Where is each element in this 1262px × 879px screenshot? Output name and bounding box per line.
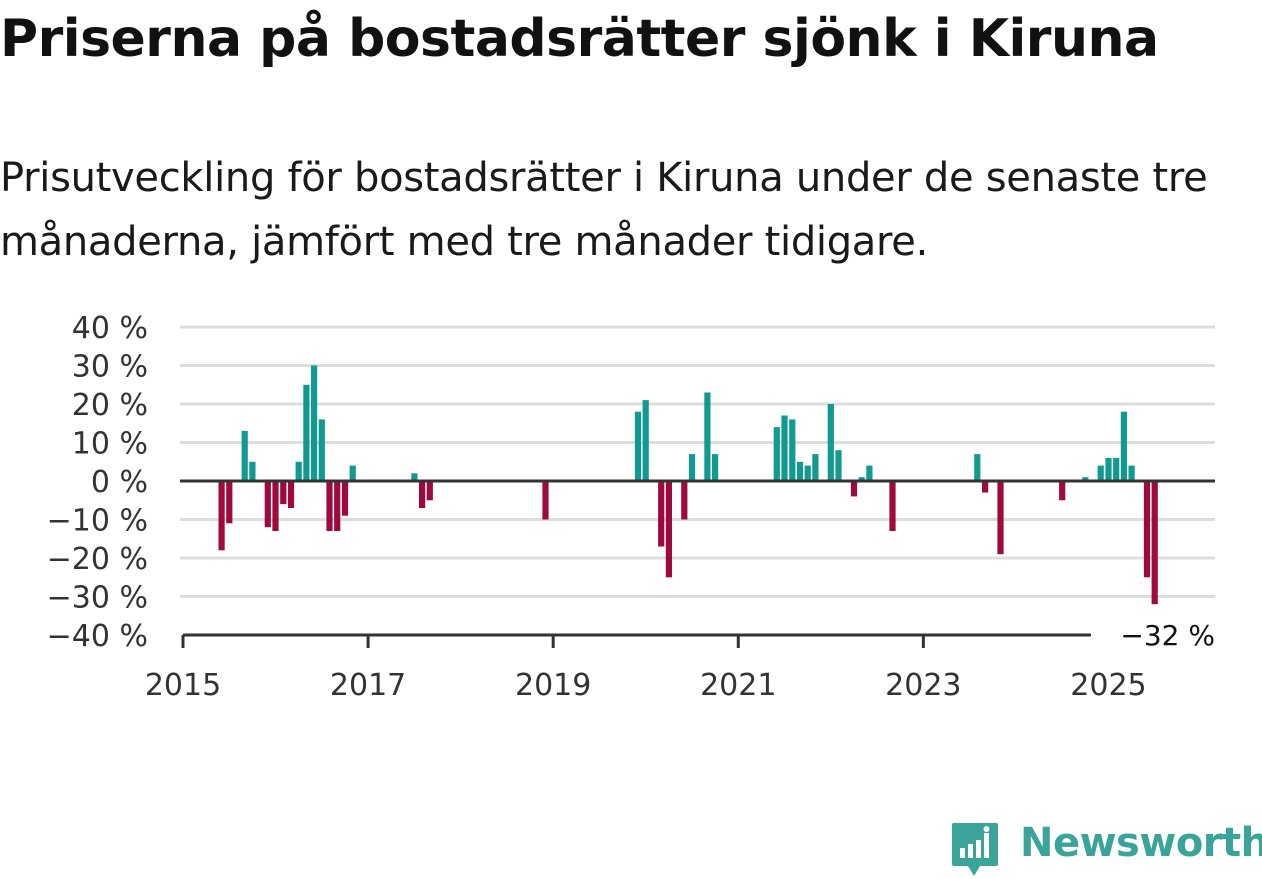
bar xyxy=(334,481,341,531)
x-tick-label: 2017 xyxy=(330,668,406,700)
y-tick-label: −20 % xyxy=(47,542,148,577)
bar xyxy=(1097,465,1104,481)
brand: Newsworthy xyxy=(950,818,1262,878)
bar xyxy=(426,481,433,501)
bar xyxy=(796,461,804,482)
bar xyxy=(827,404,834,481)
axes xyxy=(180,479,1215,648)
grid-lines xyxy=(180,325,1215,598)
bar xyxy=(1113,457,1120,481)
y-tick-label: 10 % xyxy=(72,427,148,462)
bar xyxy=(974,454,981,481)
bar xyxy=(773,427,780,481)
y-tick-label: 0 % xyxy=(91,465,148,500)
bar xyxy=(634,411,642,481)
bar xyxy=(1143,481,1151,578)
bar xyxy=(1059,481,1066,501)
bar-chart: 40 % 30 %20 % 10 %0 % −10 %−20 % −30 %−40 % 2… xyxy=(47,311,1215,700)
bar xyxy=(287,481,295,508)
bar xyxy=(688,454,696,481)
brand-name: Newsworthy xyxy=(1020,820,1262,866)
bar xyxy=(812,454,819,481)
bar xyxy=(804,465,811,481)
bar xyxy=(1120,411,1127,481)
bar xyxy=(665,481,672,578)
bar xyxy=(982,481,989,493)
x-tick-label: 2025 xyxy=(1070,668,1146,700)
bar xyxy=(866,465,873,481)
bar xyxy=(997,481,1004,555)
x-tick-label: 2019 xyxy=(515,668,591,700)
y-tick-label: 30 % xyxy=(72,350,148,385)
bar xyxy=(850,481,858,497)
bar xyxy=(249,461,256,482)
bar xyxy=(642,400,649,481)
bar xyxy=(681,481,688,520)
bar xyxy=(712,454,719,481)
bar xyxy=(781,415,788,481)
x-tick-label: 2015 xyxy=(145,668,221,700)
bar xyxy=(858,477,865,481)
bar xyxy=(318,419,325,481)
y-tick-label: −40 % xyxy=(47,619,148,654)
bar xyxy=(241,430,248,481)
y-tick-label: −10 % xyxy=(47,504,148,539)
bar xyxy=(303,384,310,482)
bar xyxy=(272,481,279,531)
bar xyxy=(1105,457,1112,481)
annotation-label: −32 % xyxy=(1120,619,1215,652)
bar xyxy=(264,481,271,528)
bar xyxy=(1128,465,1135,481)
x-tick-label: 2023 xyxy=(885,668,961,700)
bar xyxy=(226,481,233,524)
newsworthy-logo-icon xyxy=(952,823,998,876)
y-tick-label: −30 % xyxy=(47,581,148,616)
annotation-background xyxy=(1091,615,1210,653)
bar xyxy=(218,481,225,551)
bar xyxy=(326,481,333,531)
bar xyxy=(295,461,302,482)
chart-subtitle: Prisutveckling för bostadsrätter i Kirun… xyxy=(0,155,1208,265)
chart-title: Priserna på bostadsrätter sjönk i Kiruna xyxy=(0,9,1159,69)
bar xyxy=(889,481,896,531)
bar xyxy=(789,419,796,481)
bar xyxy=(311,365,318,481)
bars xyxy=(218,365,1158,605)
bar xyxy=(704,392,711,481)
x-tick-label: 2021 xyxy=(700,668,776,700)
bar xyxy=(349,465,356,481)
bar xyxy=(1151,481,1158,605)
bar xyxy=(658,481,665,547)
tick-labels: 40 % 30 %20 % 10 %0 % −10 %−20 % −30 %−40 % 2… xyxy=(47,311,1215,700)
bar xyxy=(1082,477,1089,481)
bar xyxy=(835,450,842,481)
bar xyxy=(341,481,349,516)
y-tick-label: 20 % xyxy=(72,388,148,423)
bar xyxy=(419,481,426,508)
bar xyxy=(280,481,287,505)
y-tick-label: 40 % xyxy=(72,311,148,346)
bar xyxy=(411,473,418,481)
bar xyxy=(542,481,549,520)
